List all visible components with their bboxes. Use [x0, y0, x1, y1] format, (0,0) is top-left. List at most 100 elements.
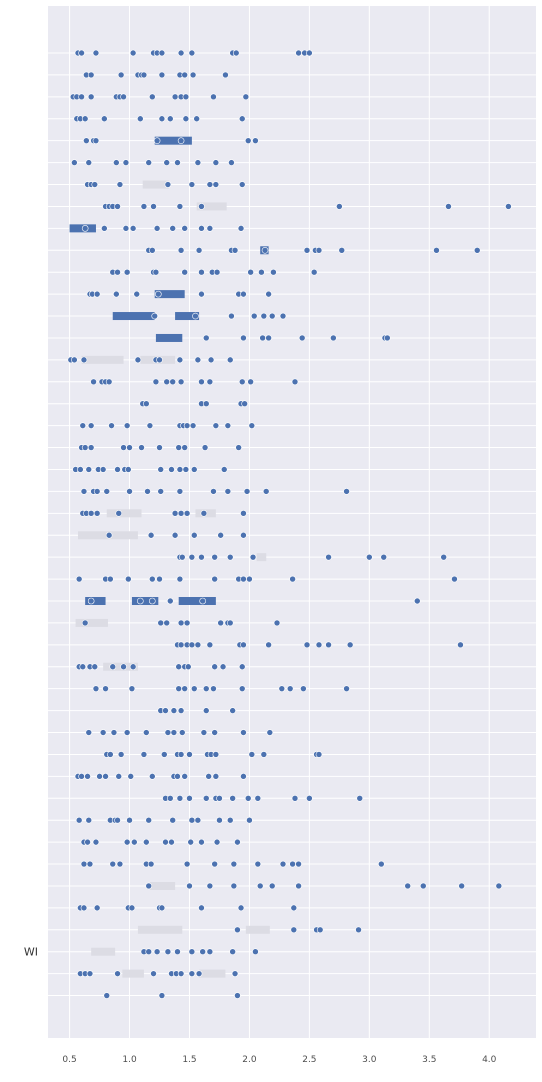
data-point: [85, 466, 93, 473]
data-point: [231, 246, 239, 254]
x-tick-label: 2.0: [242, 1055, 257, 1065]
data-point: [71, 159, 78, 166]
range-bar: [112, 312, 155, 321]
data-point: [87, 71, 95, 79]
data-point: [186, 882, 193, 890]
data-point: [156, 444, 163, 451]
data-point: [126, 488, 133, 495]
data-point: [158, 71, 166, 79]
data-point: [188, 181, 196, 188]
data-point: [157, 488, 165, 495]
data-point: [206, 641, 214, 649]
data-point: [80, 488, 88, 495]
range-bar: [81, 355, 124, 364]
data-point: [171, 93, 179, 101]
data-point: [176, 794, 184, 802]
data-point: [186, 751, 193, 758]
data-point: [103, 992, 111, 999]
data-point: [143, 838, 150, 846]
data-point: [200, 510, 208, 517]
data-point: [81, 619, 89, 627]
data-point: [137, 597, 144, 605]
data-point: [201, 444, 209, 451]
data-point: [117, 71, 125, 79]
data-point: [147, 860, 155, 868]
data-point: [176, 575, 184, 583]
data-point: [295, 49, 302, 57]
data-point: [238, 181, 246, 188]
data-point: [101, 225, 108, 232]
data-point: [356, 794, 364, 802]
data-point: [273, 619, 281, 627]
data-point: [123, 268, 131, 276]
data-point: [156, 575, 163, 583]
data-point: [177, 619, 185, 627]
data-point: [244, 794, 252, 802]
data-point: [75, 816, 83, 824]
data-point: [163, 619, 171, 627]
data-point: [85, 729, 93, 736]
data-point: [123, 838, 131, 846]
range-bar: [131, 597, 159, 605]
data-point: [224, 488, 232, 495]
range-bar: [106, 509, 142, 518]
data-point: [80, 904, 88, 912]
range-bar: [256, 553, 267, 562]
data-point: [152, 378, 160, 386]
data-point: [176, 356, 184, 364]
data-point: [126, 816, 133, 824]
data-point: [224, 422, 232, 429]
data-point: [198, 838, 205, 846]
data-point: [93, 904, 101, 912]
data-point: [207, 356, 215, 364]
data-point: [143, 729, 150, 736]
data-point: [149, 575, 156, 583]
data-point: [279, 860, 287, 868]
data-point: [177, 707, 185, 714]
data-point: [175, 444, 182, 451]
data-point: [229, 707, 236, 714]
data-point: [168, 466, 175, 473]
range-bar: [245, 925, 270, 934]
data-point: [120, 93, 127, 101]
data-point: [81, 115, 89, 123]
data-point: [316, 926, 324, 934]
data-point: [270, 268, 277, 276]
x-tick-label: 1.5: [182, 1055, 196, 1065]
data-point: [202, 334, 210, 342]
data-point: [295, 882, 302, 890]
data-point: [174, 159, 181, 166]
data-point: [238, 663, 246, 671]
data-point: [92, 137, 100, 144]
data-point: [71, 356, 78, 364]
data-point: [122, 159, 130, 166]
data-point: [346, 641, 354, 649]
data-point: [93, 290, 101, 298]
range-bar: [178, 597, 216, 605]
data-point: [230, 860, 238, 868]
data-point: [290, 904, 298, 912]
x-tick-label: 3.5: [422, 1055, 436, 1065]
data-point: [177, 751, 185, 758]
data-point: [184, 663, 192, 671]
data-point: [116, 860, 124, 868]
data-point: [212, 751, 220, 758]
data-point: [190, 685, 198, 692]
data-point: [343, 488, 350, 495]
y-tick-labels: WI: [24, 946, 38, 959]
data-point: [192, 312, 199, 320]
data-point: [198, 378, 205, 386]
data-point: [91, 181, 99, 188]
data-point: [199, 948, 206, 956]
data-point: [213, 268, 221, 276]
data-point: [134, 356, 142, 364]
data-point: [123, 422, 131, 429]
data-point: [150, 970, 157, 977]
data-point: [199, 597, 206, 605]
data-point: [105, 378, 113, 386]
data-point: [125, 466, 132, 473]
data-point: [240, 334, 247, 342]
data-point: [206, 378, 214, 386]
data-point: [279, 312, 287, 320]
data-point: [128, 904, 136, 912]
